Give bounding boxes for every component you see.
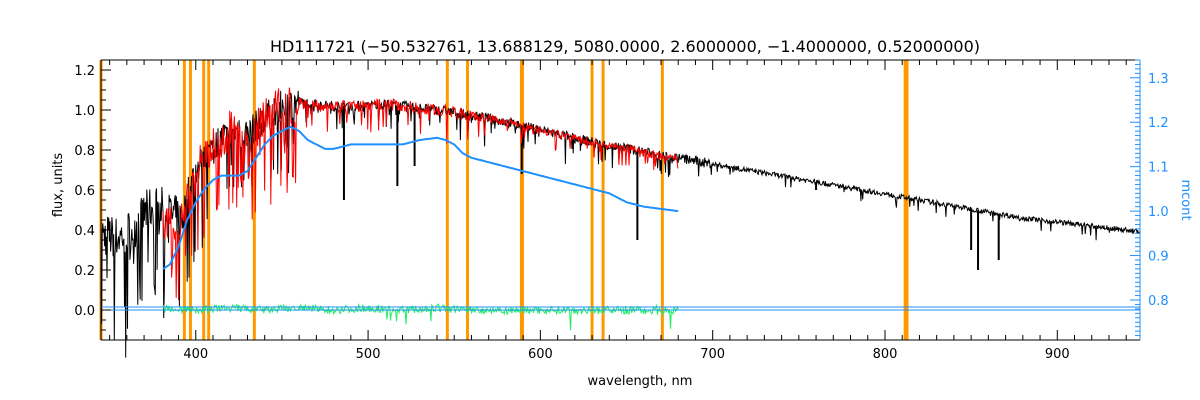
- y2-tick-label: 0.8: [1148, 294, 1169, 309]
- x-tick-label: 400: [183, 347, 208, 362]
- y2-tick-label: 1.0: [1148, 205, 1169, 220]
- y-tick-label: 0.6: [74, 184, 95, 199]
- mask-lines: [99, 60, 909, 340]
- model-spectrum-line: [162, 87, 679, 301]
- axes: 400 500 600 700 800 900 0.0 0.2 0.4 0.6 0.8 1.0 1.2 0…: [74, 59, 1169, 362]
- y2-axis-label: mcont: [1178, 179, 1193, 220]
- series-group: [100, 87, 1140, 358]
- y-tick-label: 0.2: [74, 264, 95, 279]
- y-tick-label: 1.2: [74, 64, 95, 79]
- x-tick-label: 900: [1045, 347, 1070, 362]
- mcont-curve: [162, 125, 679, 270]
- y-tick-label: 0.8: [74, 144, 95, 159]
- chart-title: HD111721 (−50.532761, 13.688129, 5080.00…: [270, 37, 980, 56]
- y2-tick-label: 1.2: [1148, 116, 1169, 131]
- y2-tick-label: 0.9: [1148, 250, 1169, 265]
- y-tick-label: 0.4: [74, 224, 95, 239]
- x-axis-label: wavelength, nm: [588, 374, 693, 389]
- y-axis-label: flux, units: [51, 153, 66, 218]
- x-tick-label: 500: [356, 347, 381, 362]
- y2-tick-label: 1.1: [1148, 161, 1169, 176]
- observed-spectrum-line: [100, 90, 1140, 358]
- y-tick-label: 0.0: [74, 304, 95, 319]
- y-tick-label: 1.0: [74, 104, 95, 119]
- x-tick-label: 600: [528, 347, 553, 362]
- x-tick-label: 700: [700, 347, 725, 362]
- x-tick-label: 800: [873, 347, 898, 362]
- y2-tick-label: 1.3: [1148, 72, 1169, 87]
